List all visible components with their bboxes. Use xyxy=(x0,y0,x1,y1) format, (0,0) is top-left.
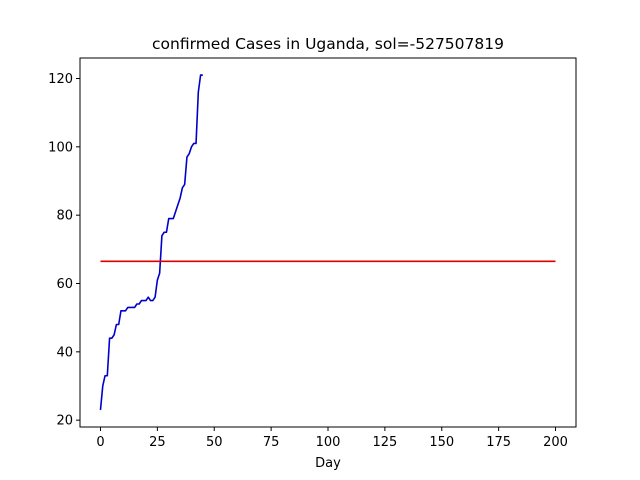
x-tick-label: 125 xyxy=(372,435,397,450)
y-tick-label: 60 xyxy=(56,277,73,292)
x-tick-label: 25 xyxy=(149,435,166,450)
y-tick-label: 120 xyxy=(48,72,73,87)
x-tick-label: 50 xyxy=(206,435,223,450)
y-tick-label: 80 xyxy=(56,209,73,224)
plot-frame xyxy=(79,57,577,428)
x-axis-label: Day xyxy=(315,456,341,471)
x-tick-label: 200 xyxy=(543,435,568,450)
y-tick-label: 100 xyxy=(48,140,73,155)
y-tick-label: 40 xyxy=(56,345,73,360)
x-tick-label: 75 xyxy=(263,435,280,450)
x-tick-label: 100 xyxy=(316,435,341,450)
y-axis: 20 40 60 80 100 120 xyxy=(48,72,80,429)
x-axis: 0 25 50 75 100 125 150 175 200 xyxy=(96,427,568,450)
plot-lines xyxy=(99,74,556,410)
y-tick-label: 20 xyxy=(56,414,73,429)
x-tick-label: 0 xyxy=(96,435,104,450)
x-tick-label: 175 xyxy=(486,435,511,450)
chart-title: confirmed Cases in Uganda, sol=-52750781… xyxy=(152,35,504,53)
series-line-1 xyxy=(99,74,203,410)
x-tick-label: 150 xyxy=(429,435,454,450)
